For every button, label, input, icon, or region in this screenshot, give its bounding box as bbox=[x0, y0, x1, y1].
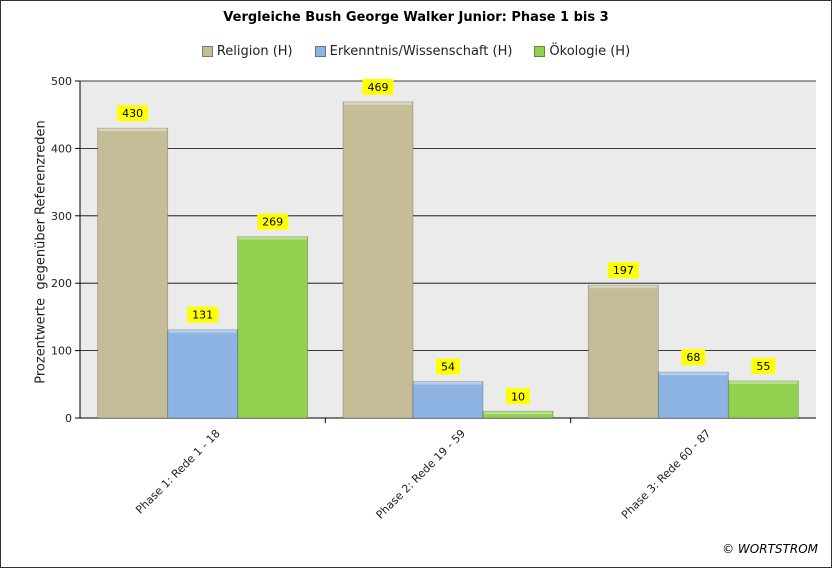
legend-item-oekologie: Ökologie (H) bbox=[534, 44, 630, 59]
data-label-box bbox=[436, 358, 460, 375]
data-label: 430 bbox=[122, 107, 143, 120]
data-label-box bbox=[607, 262, 639, 279]
bar-highlight bbox=[344, 101, 412, 105]
data-label: 131 bbox=[192, 309, 213, 322]
bar bbox=[727, 380, 799, 419]
data-label-box bbox=[751, 357, 776, 374]
bar bbox=[237, 236, 309, 419]
legend-label-oekologie: Ökologie (H) bbox=[549, 44, 631, 59]
legend-label-erkenntnis: Erkenntnis/Wissenschaft (H) bbox=[329, 44, 513, 59]
y-tick-label: 400 bbox=[51, 142, 72, 155]
bar-highlight bbox=[659, 372, 728, 376]
legend-item-erkenntnis: Erkenntnis/Wissenschaft (H) bbox=[314, 44, 513, 59]
x-category-label: Phase 2: Rede 19 - 59 bbox=[374, 427, 469, 522]
bar bbox=[657, 371, 729, 419]
data-label: 68 bbox=[686, 351, 700, 364]
data-label-box bbox=[362, 78, 394, 95]
bar bbox=[587, 284, 659, 419]
copyright-notice: © WORTSTROM bbox=[722, 542, 818, 556]
legend-item-religion: Religion (H) bbox=[201, 44, 293, 59]
y-tick-label: 300 bbox=[51, 210, 72, 223]
bar bbox=[482, 410, 554, 419]
data-label-box bbox=[187, 306, 219, 323]
y-tick-label: 500 bbox=[51, 75, 72, 88]
data-label: 54 bbox=[441, 361, 455, 374]
data-label: 10 bbox=[511, 390, 525, 403]
data-label: 269 bbox=[262, 216, 283, 229]
data-label-box bbox=[681, 349, 706, 366]
legend-swatch-religion bbox=[201, 46, 213, 57]
bar-highlight bbox=[238, 236, 307, 240]
data-label: 55 bbox=[756, 360, 770, 373]
y-tick-label: 100 bbox=[51, 345, 72, 358]
data-label-box bbox=[506, 388, 530, 405]
bar-highlight bbox=[589, 285, 658, 289]
legend-label-religion: Religion (H) bbox=[216, 44, 293, 59]
data-label: 469 bbox=[368, 81, 389, 94]
x-category-label: Phase 1: Rede 1 - 18 bbox=[133, 427, 223, 517]
legend-swatch-erkenntnis bbox=[314, 46, 326, 57]
bar bbox=[412, 381, 484, 419]
chart-title: Vergleiche Bush George Walker Junior: Ph… bbox=[223, 10, 609, 25]
y-tick-label: 200 bbox=[51, 277, 72, 290]
data-label-box bbox=[117, 105, 149, 122]
bar bbox=[342, 101, 414, 419]
bar-highlight bbox=[484, 411, 552, 415]
bar-highlight bbox=[168, 329, 237, 333]
legend: Religion (H) Erkenntnis/Wissenschaft (H)… bbox=[0, 44, 832, 59]
bar-highlight bbox=[98, 128, 167, 132]
data-label-box bbox=[257, 213, 289, 230]
data-label: 197 bbox=[613, 264, 634, 277]
bar bbox=[97, 127, 169, 419]
bar-highlight bbox=[729, 380, 798, 384]
bar bbox=[167, 329, 239, 419]
legend-swatch-oekologie bbox=[534, 46, 546, 57]
y-tick-label: 0 bbox=[65, 412, 72, 425]
bar-highlight bbox=[414, 381, 482, 385]
x-category-label: Phase 3: Rede 60 - 87 bbox=[619, 427, 714, 522]
